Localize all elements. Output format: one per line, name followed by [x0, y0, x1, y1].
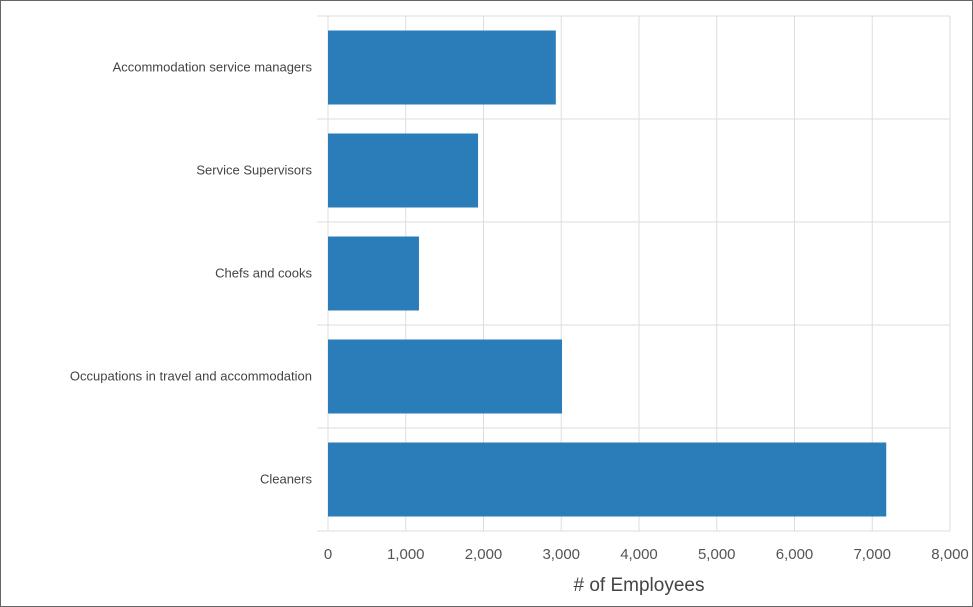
- x-tick-label: 6,000: [776, 546, 814, 563]
- bars: [328, 30, 887, 517]
- x-tick-label: 4,000: [620, 546, 658, 563]
- category-labels: Accommodation service managers Service Su…: [70, 60, 313, 487]
- category-label: Service Supervisors: [196, 163, 312, 178]
- x-tick-label: 7,000: [853, 546, 891, 563]
- x-tick-labels: 0 1,000 2,000 3,000 4,000 5,000 6,000 7,000 8,00…: [324, 546, 969, 563]
- x-tick-label: 3,000: [542, 546, 580, 563]
- x-tick-label: 2,000: [465, 546, 503, 563]
- category-label: Chefs and cooks: [215, 266, 312, 281]
- bar[interactable]: [328, 339, 563, 414]
- category-label: Cleaners: [260, 472, 313, 487]
- bar[interactable]: [328, 133, 479, 208]
- bar[interactable]: [328, 30, 556, 105]
- grid-lines: [317, 15, 951, 532]
- x-tick-label: 1,000: [387, 546, 425, 563]
- x-axis-title: # of Employees: [574, 575, 705, 596]
- x-tick-label: 5,000: [698, 546, 736, 563]
- x-tick-label: 0: [324, 546, 332, 563]
- bar[interactable]: [328, 236, 419, 311]
- x-tick-label: 8,000: [931, 546, 969, 563]
- category-label: Accommodation service managers: [113, 60, 313, 75]
- bar[interactable]: [328, 442, 887, 517]
- category-label: Occupations in travel and accommodation: [70, 369, 312, 384]
